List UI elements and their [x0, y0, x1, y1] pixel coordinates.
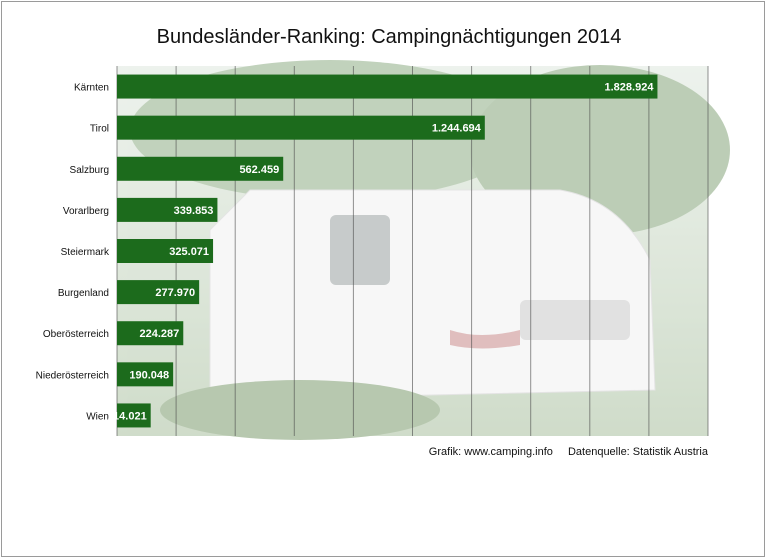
bar — [117, 239, 214, 263]
bar — [117, 197, 218, 222]
bar — [117, 115, 485, 140]
value-label: 190.048 — [129, 369, 169, 381]
value-labels: 1.828.924 1.244.694 562.459 339.853 325.071 2… — [108, 82, 655, 423]
bar — [117, 321, 184, 346]
value-label: 1.244.694 — [432, 123, 482, 135]
value-label: 1.828.924 — [605, 82, 655, 94]
value-label: 325.071 — [169, 246, 209, 258]
category-label: Wien — [86, 411, 109, 422]
bar — [117, 403, 151, 428]
category-label: Tirol — [90, 124, 109, 135]
category-label: Vorarlberg — [63, 206, 109, 217]
chart-title: Bundesländer-Ranking: Campingnächtigunge… — [156, 26, 622, 48]
value-label: 114.021 — [108, 410, 147, 422]
value-label: 224.287 — [140, 328, 180, 340]
category-labels: Kärnten Tirol Salzburg Vorarlberg Steiermark… — [36, 83, 110, 423]
credit-text: Grafik: www.camping.info — [428, 446, 553, 458]
value-label: 562.459 — [239, 164, 279, 176]
bars — [117, 74, 658, 428]
category-label: Salzburg — [70, 165, 109, 176]
bar — [117, 280, 200, 305]
category-label: Burgenland — [58, 288, 109, 299]
source-text: Datenquelle: Statistik Austria — [567, 446, 708, 458]
category-label: Kärnten — [74, 83, 109, 94]
value-label: 277.970 — [155, 287, 195, 299]
category-label: Niederösterreich — [36, 370, 109, 381]
value-label: 339.853 — [174, 205, 214, 217]
category-label: Steiermark — [61, 247, 110, 258]
chart-footer: Grafik: www.camping.info Datenquelle: St… — [0, 446, 708, 458]
category-label: Oberösterreich — [43, 329, 109, 340]
bar — [117, 74, 658, 99]
bar — [117, 156, 284, 181]
bar — [117, 362, 174, 387]
